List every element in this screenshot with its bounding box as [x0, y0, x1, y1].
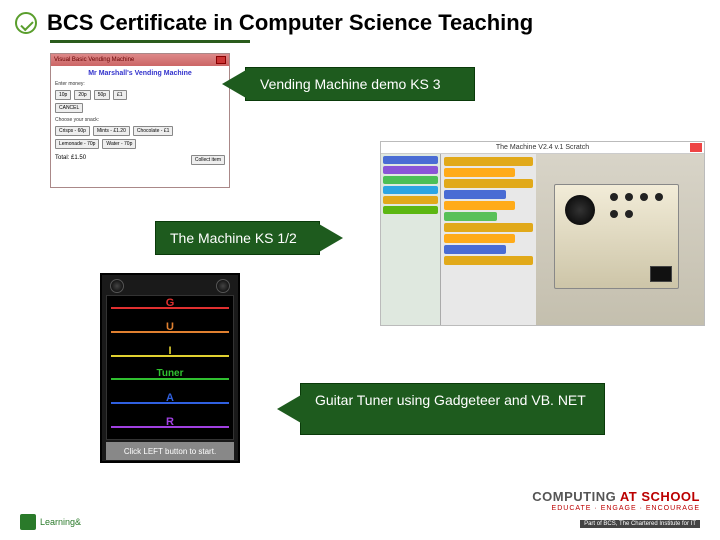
tuner-screen: G U I Tuner A R	[106, 295, 234, 440]
cas-wordmark: COMPUTING AT SCHOOL	[532, 489, 700, 504]
callout-vending: Vending Machine demo KS 3	[245, 67, 475, 101]
slide-title: BCS Certificate in Computer Science Teac…	[47, 10, 533, 36]
bcs-logo: Learning&	[20, 514, 81, 530]
script-block	[444, 256, 533, 265]
category-button	[383, 166, 438, 174]
knob-icon	[625, 210, 633, 218]
camera-lens-icon	[216, 279, 230, 293]
scratch-screenshot: The Machine V2.4 v.1 Scratch	[380, 141, 705, 326]
tuner-line: U	[111, 331, 229, 333]
cas-tagline: EDUCATE · ENGAGE · ENCOURAGE	[532, 505, 700, 512]
vending-heading: Mr Marshall's Vending Machine	[55, 70, 225, 77]
scratch-palette	[381, 154, 441, 325]
tuner-line: I	[111, 355, 229, 357]
scratch-title-text: The Machine V2.4 v.1 Scratch	[496, 144, 589, 151]
category-button	[383, 156, 438, 164]
knob-icon	[625, 193, 633, 201]
script-block	[444, 157, 533, 166]
drink-button: Water - 70p	[102, 139, 136, 149]
total-label: Total: £1.50	[55, 155, 86, 165]
label: Enter money:	[55, 81, 225, 87]
tuner-footer-text: Click LEFT button to start.	[106, 442, 234, 460]
bcs-text: Learning&	[40, 517, 81, 527]
coin-button: £1	[113, 90, 127, 100]
scratch-scripts	[441, 154, 536, 325]
scratch-titlebar: The Machine V2.4 v.1 Scratch	[381, 142, 704, 154]
tuner-device-photo: G U I Tuner A R Click LEFT button to sta…	[100, 273, 240, 463]
tuner-line: A	[111, 402, 229, 404]
coin-button: 50p	[94, 90, 110, 100]
mini-screen	[650, 266, 672, 282]
script-block	[444, 201, 515, 210]
drink-button: Lemonade - 70p	[55, 139, 99, 149]
cas-subtext: Part of BCS, The Chartered Institute for…	[580, 520, 700, 528]
cancel-button: CANCEL	[55, 103, 83, 113]
coin-button: 10p	[55, 90, 71, 100]
collect-button: Collect item	[191, 155, 225, 165]
category-button	[383, 176, 438, 184]
slide-content: Visual Basic Vending Machine Mr Marshall…	[0, 43, 720, 483]
snack-button: Chocolate - £1	[133, 126, 174, 136]
script-block	[444, 223, 533, 232]
window-titlebar: Visual Basic Vending Machine	[51, 54, 229, 66]
close-icon	[690, 143, 702, 152]
checkmark-icon	[15, 12, 37, 34]
slide-header: BCS Certificate in Computer Science Teac…	[0, 0, 720, 36]
knob-icon	[655, 193, 663, 201]
slide-footer: Learning& COMPUTING AT SCHOOL EDUCATE · …	[0, 490, 720, 530]
window-title: Visual Basic Vending Machine	[54, 57, 134, 63]
coin-button: 20p	[74, 90, 90, 100]
label: Choose your snack:	[55, 117, 225, 123]
bcs-square-icon	[20, 514, 36, 530]
category-button	[383, 186, 438, 194]
cas-logo: COMPUTING AT SCHOOL EDUCATE · ENGAGE · E…	[532, 489, 700, 530]
script-block	[444, 234, 515, 243]
tuner-line: G	[111, 307, 229, 309]
vending-machine-screenshot: Visual Basic Vending Machine Mr Marshall…	[50, 53, 230, 188]
script-block	[444, 179, 533, 188]
knob-icon	[610, 210, 618, 218]
camera-lens-icon	[110, 279, 124, 293]
script-block	[444, 190, 506, 199]
script-block	[444, 245, 506, 254]
script-block	[444, 212, 497, 221]
knob-icon	[640, 193, 648, 201]
category-button	[383, 206, 438, 214]
category-button	[383, 196, 438, 204]
close-icon	[216, 56, 226, 64]
machine-graphic	[554, 184, 679, 289]
tuner-line: R	[111, 426, 229, 428]
speaker-icon	[565, 195, 595, 225]
script-block	[444, 168, 515, 177]
callout-machine: The Machine KS 1/2	[155, 221, 320, 255]
tuner-line: Tuner	[111, 378, 229, 380]
snack-button: Crisps - 60p	[55, 126, 90, 136]
snack-button: Mints - £1.20	[93, 126, 130, 136]
scratch-stage	[536, 154, 704, 325]
callout-tuner: Guitar Tuner using Gadgeteer and VB. NET	[300, 383, 605, 435]
knob-icon	[610, 193, 618, 201]
